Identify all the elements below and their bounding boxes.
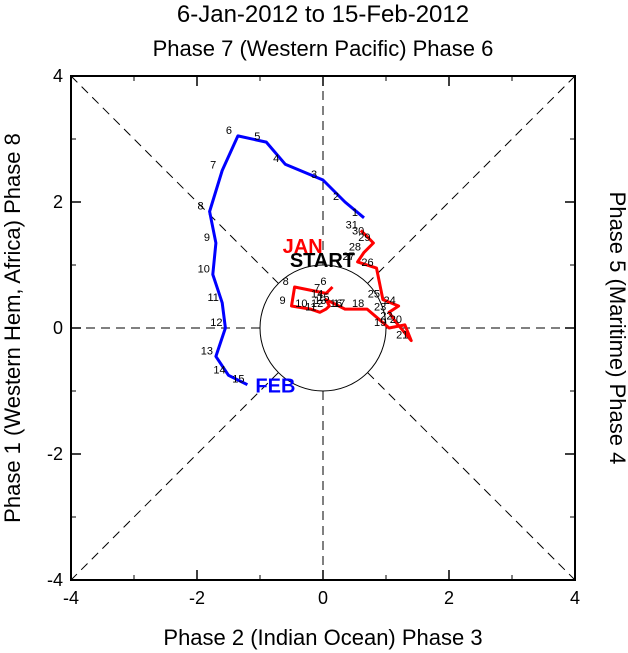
- day-label-jan-7: 7: [314, 282, 320, 294]
- series-line-jan: [290, 229, 413, 343]
- day-label-jan-29: 29: [358, 232, 370, 244]
- x-tick-label: 0: [318, 588, 328, 608]
- y-tick-label: 4: [53, 66, 63, 86]
- day-label-feb-13: 13: [201, 345, 213, 357]
- phase-diagonal-upper-right: [367, 75, 576, 284]
- y-tick-label: -2: [47, 444, 63, 464]
- day-label-jan-18: 18: [352, 298, 364, 310]
- day-label-feb-9: 9: [204, 232, 210, 244]
- chart-title: 6-Jan-2012 to 15-Feb-2012: [177, 1, 469, 28]
- day-label-feb-11: 11: [207, 292, 218, 304]
- day-label-jan-22: 22: [380, 311, 392, 323]
- day-label-jan-28: 28: [349, 241, 361, 253]
- day-label-jan-27: 27: [343, 251, 355, 263]
- x-tick-label: 4: [570, 588, 580, 608]
- day-label-feb-14: 14: [213, 364, 225, 376]
- day-label-feb-4: 4: [273, 153, 279, 165]
- day-label-feb-2: 2: [333, 191, 339, 203]
- day-label-jan-9: 9: [279, 295, 285, 307]
- month-label-jan: JAN: [283, 236, 323, 258]
- day-label-jan-16: 16: [330, 298, 342, 310]
- y-tick-label: -4: [47, 570, 63, 590]
- day-label-feb-3: 3: [311, 169, 317, 181]
- day-label-jan-17: 17: [333, 298, 345, 310]
- day-label-feb-12: 12: [210, 317, 222, 329]
- phase-diagonal-lower-left: [70, 372, 279, 581]
- day-label-jan-26: 26: [361, 257, 373, 269]
- unit-circle: [259, 264, 387, 392]
- x-tick-label: 2: [444, 588, 454, 608]
- phase-diagonal-lower-right: [367, 372, 576, 581]
- day-label-jan-8: 8: [283, 276, 289, 288]
- x-axis-label: Phase 2 (Indian Ocean) Phase 3: [163, 625, 482, 650]
- day-label-feb-15: 15: [232, 374, 244, 386]
- day-label-feb-10: 10: [198, 263, 210, 275]
- day-label-jan-13: 13: [314, 295, 326, 307]
- day-label-feb-8: 8: [198, 200, 204, 212]
- x-tick-label: -2: [189, 588, 205, 608]
- y-tick-label: 0: [53, 318, 63, 338]
- top-phase-label: Phase 7 (Western Pacific) Phase 6: [153, 36, 494, 61]
- start-label: START: [290, 250, 355, 272]
- x-tick-label: -4: [63, 588, 79, 608]
- day-label-jan-20: 20: [390, 314, 402, 326]
- day-label-feb-5: 5: [254, 131, 260, 143]
- day-label-jan-10: 10: [295, 298, 307, 310]
- day-label-jan-15: 15: [317, 292, 329, 304]
- day-label-jan-21: 21: [396, 330, 408, 342]
- day-label-jan-6: 6: [320, 276, 326, 288]
- day-label-jan-12: 12: [311, 298, 323, 310]
- day-label-jan-23: 23: [374, 301, 386, 313]
- month-label-feb: FEB: [255, 376, 295, 398]
- day-label-feb-7: 7: [210, 160, 216, 172]
- left-phase-label: Phase 1 (Western Hem, Africa) Phase 8: [0, 133, 25, 523]
- day-label-jan-31: 31: [346, 219, 358, 231]
- right-phase-label: Phase 5 (Maritime) Phase 4: [605, 192, 628, 465]
- grid-layer: [70, 75, 576, 581]
- day-label-jan-19: 19: [374, 317, 386, 329]
- day-label-feb-1: 1: [352, 207, 358, 219]
- day-label-jan-25: 25: [368, 289, 380, 301]
- series-line-feb: [208, 134, 365, 387]
- day-label-jan-14: 14: [311, 289, 323, 301]
- day-label-jan-30: 30: [352, 226, 364, 238]
- phase-diagonal-upper-left: [70, 75, 279, 284]
- day-label-jan-24: 24: [383, 295, 395, 307]
- day-label-feb-6: 6: [226, 125, 232, 137]
- y-tick-label: 2: [53, 192, 63, 212]
- series-layer: [208, 134, 413, 387]
- day-label-jan-11: 11: [305, 301, 316, 313]
